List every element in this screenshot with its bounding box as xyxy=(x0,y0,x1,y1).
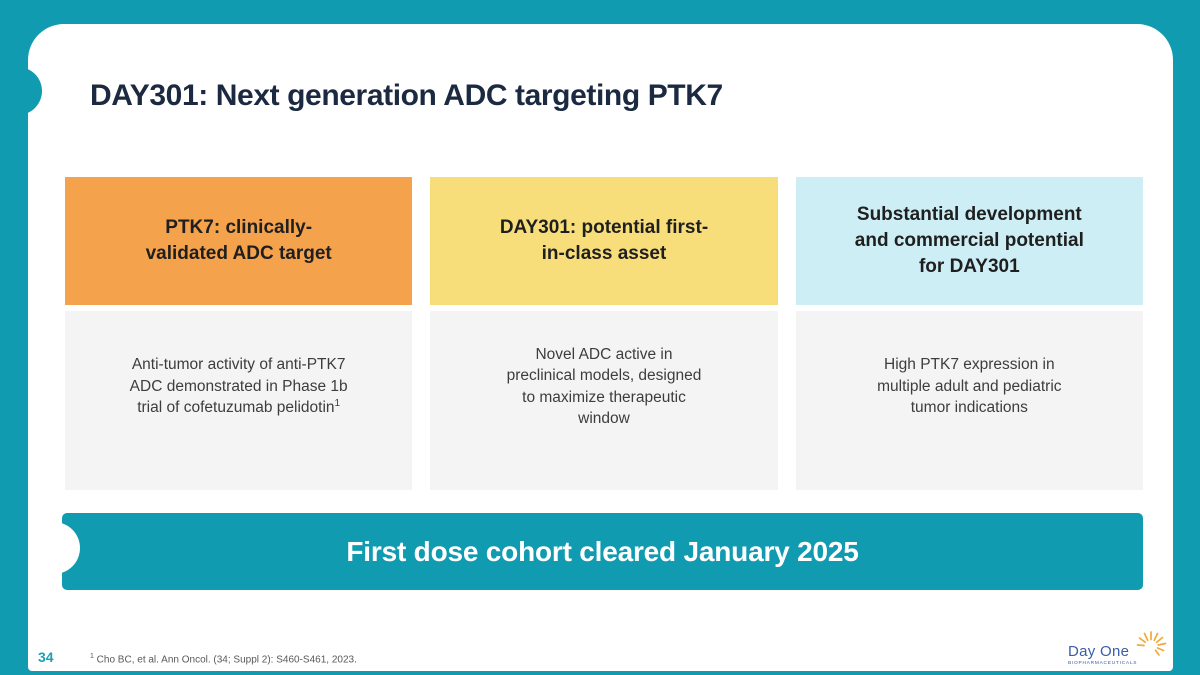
footnote-reference-superscript: 1 xyxy=(334,398,341,410)
card-body: Novel ADC active in preclinical models, … xyxy=(430,311,778,490)
card-ptk7-target: PTK7: clinically- validated ADC target A… xyxy=(65,177,413,490)
card-body-text: Novel ADC active in preclinical models, … xyxy=(506,345,702,427)
card-header-orange: PTK7: clinically- validated ADC target xyxy=(65,177,413,305)
footnote-text: Cho BC, et al. Ann Oncol. (34; Suppl 2):… xyxy=(93,654,357,666)
logo-wordmark: Day One xyxy=(1068,643,1130,660)
banner-left-notch-decoration xyxy=(28,522,80,574)
summary-cards-row: PTK7: clinically- validated ADC target A… xyxy=(65,177,1143,490)
left-edge-notch-decoration xyxy=(0,67,42,115)
logo-subtext: BIOPHARMACEUTICALS xyxy=(1068,661,1138,666)
banner-text: First dose cohort cleared January 2025 xyxy=(346,535,859,567)
card-body-text: Anti-tumor activity of anti-PTK7 ADC dem… xyxy=(129,356,348,417)
page-title: DAY301: Next generation ADC targeting PT… xyxy=(90,79,723,112)
footnote-marker: 1 xyxy=(90,653,94,660)
page-number: 34 xyxy=(38,649,54,665)
card-body-text: High PTK7 expression in multiple adult a… xyxy=(877,356,1062,417)
card-day301-asset: DAY301: potential first- in-class asset … xyxy=(430,177,778,490)
card-header-lightblue: Substantial development and commercial p… xyxy=(795,177,1143,305)
card-header-yellow: DAY301: potential first- in-class asset xyxy=(430,177,778,305)
card-body: Anti-tumor activity of anti-PTK7 ADC dem… xyxy=(65,311,413,490)
footnote: 1 Cho BC, et al. Ann Oncol. (34; Suppl 2… xyxy=(90,653,357,665)
card-body: High PTK7 expression in multiple adult a… xyxy=(795,311,1143,490)
day-one-logo: Day One BIOPHARMACEUTICALS xyxy=(1068,631,1167,666)
highlight-banner: First dose cohort cleared January 2025 xyxy=(62,513,1143,590)
sunburst-icon xyxy=(1136,631,1167,656)
card-commercial-potential: Substantial development and commercial p… xyxy=(795,177,1143,490)
